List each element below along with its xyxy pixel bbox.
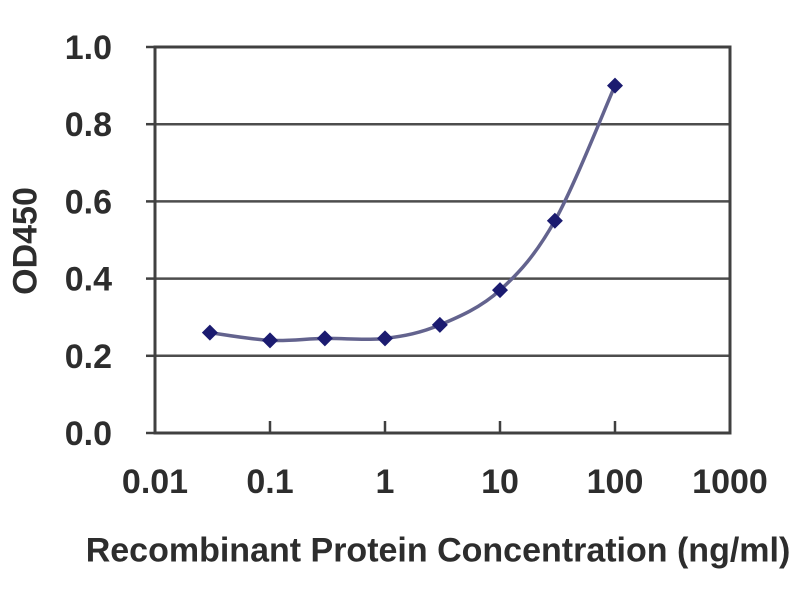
y-axis-title: OD450 bbox=[6, 187, 45, 295]
x-tick-label: 0.01 bbox=[122, 463, 188, 501]
x-tick-label: 10 bbox=[481, 463, 519, 501]
x-tick-label: 1 bbox=[376, 463, 395, 501]
data-point-marker bbox=[607, 77, 623, 94]
data-point-marker bbox=[546, 212, 563, 229]
data-point-marker bbox=[201, 324, 218, 341]
x-tick-label: 100 bbox=[587, 463, 644, 501]
y-tick-label: 0.8 bbox=[65, 106, 112, 144]
y-tick-label: 0.6 bbox=[65, 183, 112, 221]
y-tick-label: 1.0 bbox=[65, 29, 112, 67]
data-point-marker bbox=[377, 330, 393, 347]
y-tick-label: 0.4 bbox=[65, 261, 112, 299]
data-point-marker bbox=[316, 330, 333, 347]
data-point-marker bbox=[492, 282, 508, 299]
plot-border bbox=[153, 45, 732, 435]
x-tick-label: 1000 bbox=[692, 463, 768, 501]
x-axis-title: Recombinant Protein Concentration (ng/ml… bbox=[85, 531, 791, 570]
data-point-marker bbox=[431, 316, 448, 333]
y-tick-label: 0.2 bbox=[65, 338, 112, 376]
x-tick-label: 0.1 bbox=[246, 463, 293, 501]
data-point-marker bbox=[262, 332, 278, 349]
y-tick-label: 0.0 bbox=[65, 415, 112, 453]
